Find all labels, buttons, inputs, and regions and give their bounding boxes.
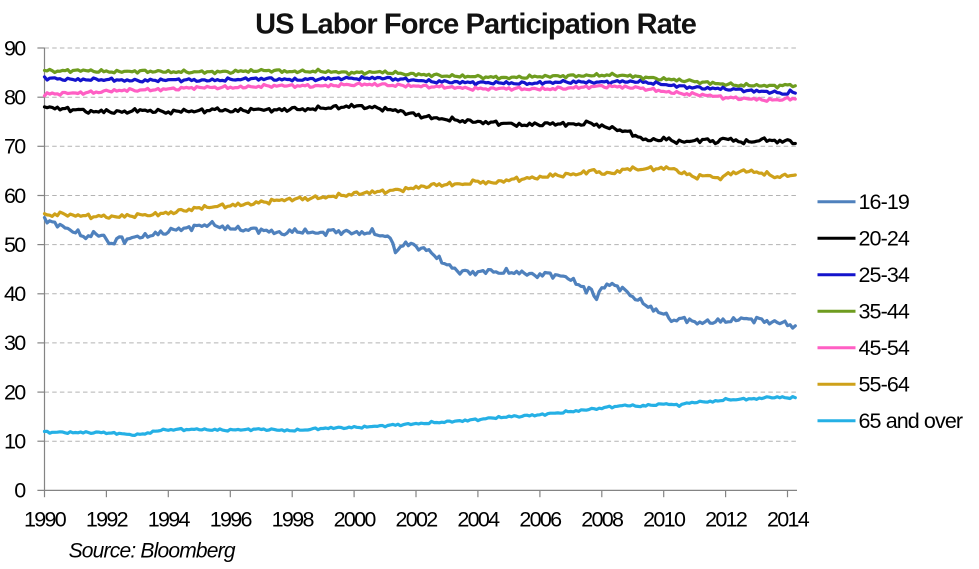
svg-text:65 and over: 65 and over (859, 409, 963, 433)
svg-text:1998: 1998 (272, 508, 315, 532)
svg-text:2000: 2000 (334, 508, 377, 532)
svg-text:60: 60 (4, 184, 26, 208)
svg-text:2010: 2010 (643, 508, 686, 532)
svg-text:16-19: 16-19 (859, 190, 910, 214)
svg-text:20: 20 (4, 380, 26, 404)
svg-text:45-54: 45-54 (859, 336, 910, 360)
svg-text:20-24: 20-24 (859, 227, 910, 251)
svg-text:2006: 2006 (519, 508, 562, 532)
svg-text:2008: 2008 (581, 508, 624, 532)
svg-text:55-64: 55-64 (859, 373, 910, 397)
svg-text:2002: 2002 (395, 508, 437, 532)
svg-text:Source: Bloomberg: Source: Bloomberg (69, 540, 236, 563)
svg-text:2012: 2012 (705, 508, 747, 532)
svg-text:50: 50 (4, 233, 26, 257)
svg-text:1996: 1996 (210, 508, 253, 532)
svg-text:1990: 1990 (24, 508, 67, 532)
svg-text:90: 90 (4, 36, 26, 60)
svg-text:80: 80 (4, 86, 26, 110)
svg-text:30: 30 (4, 331, 26, 355)
svg-text:1994: 1994 (148, 508, 191, 532)
svg-text:35-44: 35-44 (859, 300, 910, 324)
svg-text:25-34: 25-34 (859, 263, 910, 287)
svg-text:US Labor Force Participation R: US Labor Force Participation Rate (255, 9, 697, 41)
svg-text:40: 40 (4, 282, 26, 306)
svg-text:0: 0 (14, 479, 26, 503)
svg-text:70: 70 (4, 135, 26, 159)
svg-text:1992: 1992 (86, 508, 128, 532)
svg-text:10: 10 (4, 430, 26, 454)
svg-text:2014: 2014 (767, 508, 810, 532)
svg-text:2004: 2004 (457, 508, 500, 532)
